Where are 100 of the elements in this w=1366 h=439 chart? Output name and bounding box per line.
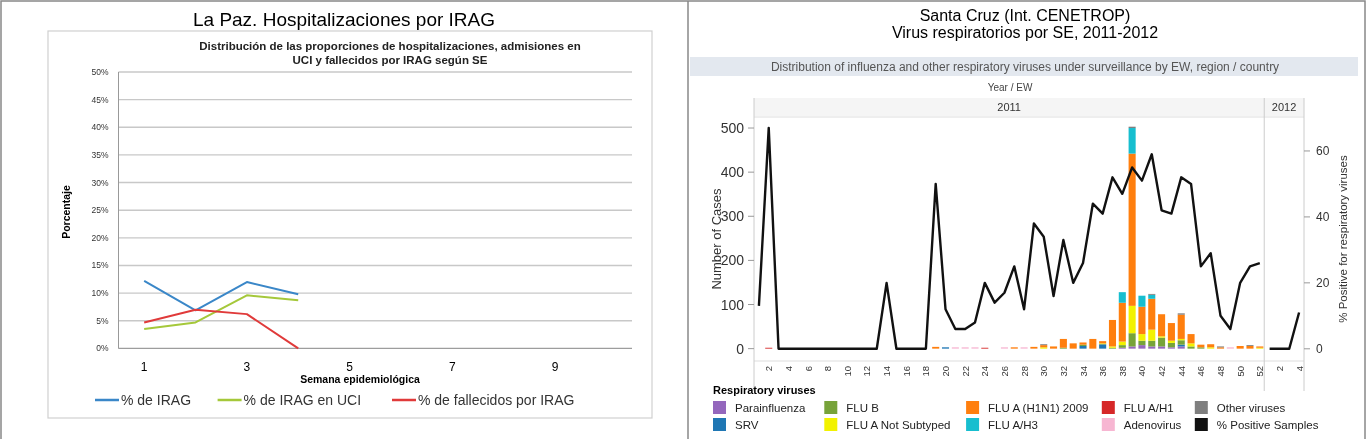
- x-tick-label: 22: [959, 366, 971, 377]
- y-tick-label: 45%: [91, 94, 109, 105]
- bar: [1128, 333, 1136, 347]
- text: 2012: [1271, 101, 1297, 113]
- bar: [1089, 338, 1097, 349]
- x-tick-label: 50: [1234, 366, 1246, 377]
- bar: [1148, 298, 1156, 330]
- y-tick-label: 500: [720, 120, 745, 137]
- x-tick-label: 36: [1097, 366, 1109, 377]
- y2-tick-label: 60: [1316, 143, 1330, 158]
- legend-label: FLU A Not Subtyped: [846, 419, 951, 431]
- y-tick-label: 25%: [91, 205, 109, 216]
- y-tick-label: 0%: [96, 343, 109, 354]
- x-tick-label: 32: [1057, 366, 1069, 377]
- line-series: [143, 294, 300, 331]
- bar: [1138, 295, 1146, 307]
- x-tick-label: 4: [1293, 366, 1305, 372]
- legend-label: FLU B: [846, 402, 880, 414]
- bar: [1177, 340, 1185, 345]
- legend-title: Respiratory viruses: [713, 384, 816, 396]
- x-tick-label: 26: [998, 366, 1010, 377]
- y-tick-label: 50%: [91, 67, 109, 77]
- legend-label: % de IRAG: [121, 392, 192, 408]
- x-tick-label: 40: [1136, 366, 1148, 377]
- bar: [1059, 338, 1067, 348]
- bar: [1050, 346, 1058, 349]
- x-tick-label: 1: [140, 360, 148, 374]
- x-tick-label: 16: [900, 366, 912, 377]
- bar: [1069, 343, 1077, 349]
- bar: [1128, 153, 1136, 306]
- x-tick-label: 6: [802, 366, 814, 372]
- y-tick-label: 30%: [91, 177, 109, 188]
- bar: [1177, 314, 1185, 339]
- y-tick-label: 20%: [91, 232, 109, 243]
- x-tick-label: 38: [1116, 366, 1128, 377]
- bar: [1118, 302, 1126, 342]
- y2-tick-label: 20: [1316, 275, 1330, 290]
- x-tick-label: 30: [1038, 366, 1050, 377]
- bar: [1128, 305, 1136, 334]
- text: 2011: [997, 101, 1021, 113]
- bar: [1108, 319, 1117, 347]
- x-tick-label: 34: [1077, 366, 1089, 377]
- line-series: [143, 279, 300, 312]
- legend-label: FLU A (H1N1) 2009: [988, 402, 1089, 414]
- bar: [1236, 346, 1244, 349]
- chart-subtitle: Distribución de las proporciones de hospitalizaciones, admisiones en UCI y fallecidos por IRAG según SE: [199, 40, 581, 66]
- bar: [1128, 128, 1136, 154]
- bar: [1138, 345, 1146, 349]
- y-tick-label: 5%: [96, 315, 109, 326]
- y-axis-title: Porcentaje: [60, 185, 72, 239]
- x-tick-label: 12: [861, 366, 873, 377]
- x-tick-label: 4: [782, 366, 794, 372]
- legend-label: % de fallecidos por IRAG: [418, 392, 575, 408]
- bar: [1138, 334, 1146, 341]
- x-tick-label: 14: [881, 366, 893, 377]
- bar: [1158, 314, 1166, 337]
- bar: [1167, 323, 1175, 341]
- x-tick-label: 10: [841, 366, 853, 377]
- chart-title: Santa Cruz (Int. CENETROP) Virus respiratorios por SE, 2011-2012: [891, 7, 1159, 41]
- x-tick-label: 2: [1273, 366, 1285, 372]
- legend-label: SRV: [735, 419, 759, 431]
- y-tick-label: 400: [720, 164, 745, 181]
- x-tick-label: 42: [1156, 366, 1168, 377]
- y-tick-label: 300: [720, 208, 745, 225]
- x-tick-label: 8: [822, 366, 834, 372]
- chart-title: La Paz. Hospitalizaciones por IRAG: [192, 9, 496, 30]
- x-tick-label: 7: [448, 360, 456, 374]
- legend-label: Adenovirus: [1123, 419, 1182, 431]
- y-tick-label: 0: [736, 340, 745, 357]
- x-tick-label: 3: [243, 360, 251, 374]
- x-tick-label: 5: [346, 360, 354, 374]
- x-tick-label: 44: [1175, 366, 1187, 377]
- legend-label: % Positive Samples: [1216, 419, 1319, 431]
- legend-label: Other viruses: [1216, 402, 1286, 414]
- y2-tick-label: 0: [1316, 341, 1323, 356]
- bar: [1118, 292, 1126, 303]
- bar: [1099, 344, 1107, 349]
- y-tick-label: 40%: [91, 122, 109, 133]
- x-tick-label: 48: [1215, 366, 1227, 377]
- bar: [1148, 329, 1156, 341]
- x-tick-label: 18: [920, 366, 932, 377]
- x-tick-label: 9: [551, 360, 559, 374]
- legend-label: Parainfluenza: [735, 402, 806, 414]
- bar: [1167, 342, 1175, 348]
- x-tick-label: 46: [1195, 366, 1207, 377]
- bar: [1148, 346, 1156, 349]
- x-tick-label: 2: [763, 366, 775, 372]
- x-tick-label: 24: [979, 366, 991, 377]
- line-series: [143, 308, 300, 350]
- y-tick-label: 10%: [91, 288, 109, 299]
- y-tick-label: 35%: [91, 149, 109, 160]
- y2-tick-label: 40: [1316, 209, 1330, 224]
- x-axis-title: Year / EW: [987, 82, 1033, 93]
- x-tick-label: 28: [1018, 366, 1030, 377]
- bar: [1128, 346, 1136, 349]
- y-tick-label: 15%: [91, 260, 109, 271]
- bar: [1148, 294, 1156, 299]
- x-axis-title: Semana epidemiológica: [300, 373, 420, 385]
- legend-label: FLU A/H1: [1123, 402, 1174, 414]
- bar: [1158, 337, 1166, 347]
